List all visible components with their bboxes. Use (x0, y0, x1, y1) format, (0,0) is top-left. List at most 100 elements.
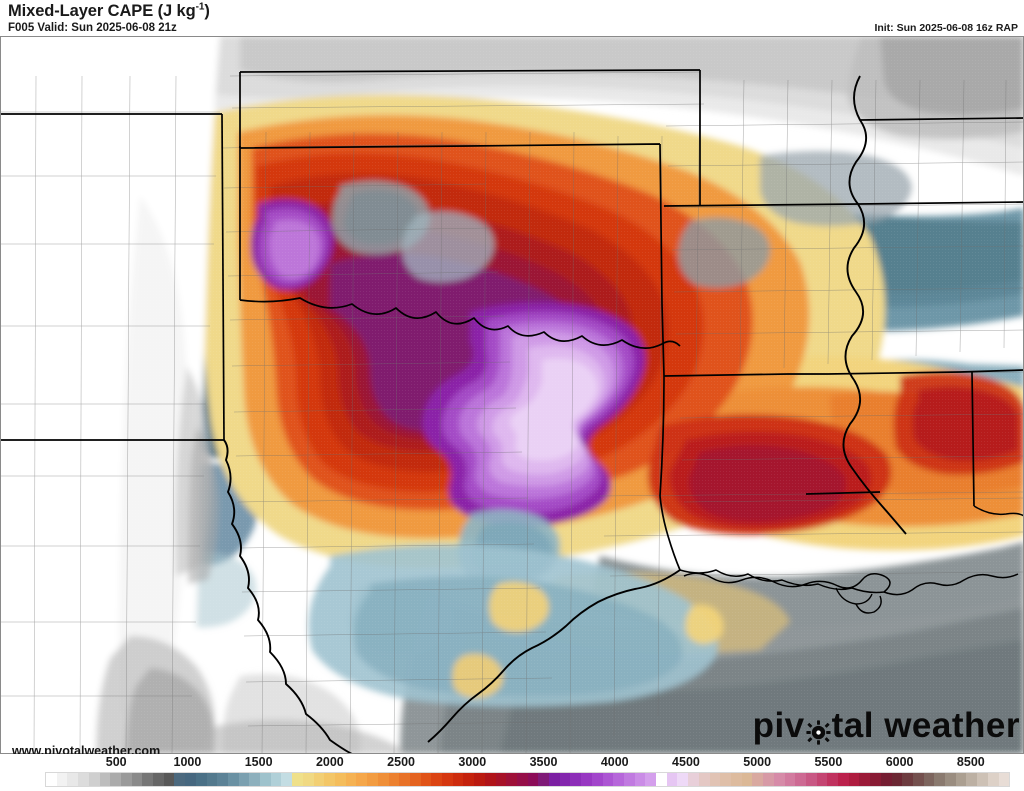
state-boundaries (0, 69, 1024, 754)
colorbar-swatch (912, 773, 924, 786)
colorbar-swatch (709, 773, 721, 786)
colorbar-swatch (409, 773, 421, 786)
colorbar-swatch (110, 773, 121, 786)
colorbar-swatch (174, 773, 186, 786)
colorbar-tick-label: 4500 (672, 755, 700, 769)
colorbar-swatch (249, 773, 261, 786)
colorbar-swatch (698, 773, 710, 786)
colorbar-swatch (945, 773, 956, 786)
colorbar-swatch (998, 773, 1009, 786)
colorbar-tick-label: 3500 (529, 755, 558, 769)
colorbar-swatch (238, 773, 250, 786)
colorbar-swatch (859, 773, 871, 786)
colorbar-swatch (313, 773, 325, 786)
colorbar-swatch-strip[interactable] (45, 772, 1010, 787)
colorbar-swatch (227, 773, 239, 786)
colorbar-swatch (474, 773, 485, 786)
colorbar-swatch (302, 773, 314, 786)
colorbar-swatch (677, 773, 689, 786)
colorbar-tick-label: 5500 (814, 755, 843, 769)
colorbar-swatch (324, 773, 335, 786)
colorbar-swatch (538, 773, 550, 786)
colorbar-swatch (56, 773, 68, 786)
weather-map-canvas[interactable] (0, 36, 1024, 754)
colorbar-swatch (356, 773, 368, 786)
colorbar-swatch (752, 773, 764, 786)
colorbar-swatch (516, 773, 528, 786)
colorbar-swatch (902, 773, 913, 786)
colorbar-swatch (656, 773, 667, 786)
colorbar-swatch (987, 773, 999, 786)
colorbar-swatch (120, 773, 132, 786)
units-exponent: -1 (195, 1, 205, 13)
pivotal-weather-logo: piv tal weather (752, 706, 1020, 745)
colorbar-swatch (367, 773, 378, 786)
colorbar-swatch (67, 773, 79, 786)
colorbar-swatch (185, 773, 196, 786)
colorbar-swatch (977, 773, 988, 786)
colorbar-swatch (934, 773, 946, 786)
colorbar-swatch (634, 773, 646, 786)
colorbar-tick-label: 8500 (956, 755, 985, 769)
colorbar-swatch (495, 773, 507, 786)
colorbar-swatch (452, 773, 464, 786)
colorbar-swatch (966, 773, 978, 786)
logo-text-part1: piv (752, 706, 805, 745)
colorbar-swatch (217, 773, 228, 786)
colorbar-swatch (399, 773, 410, 786)
colorbar-swatch (334, 773, 346, 786)
page-title-text: Mixed-Layer CAPE (J kg (8, 2, 196, 20)
county-boundaries (0, 71, 1024, 754)
colorbar-swatch (163, 773, 175, 786)
colorbar-swatch (773, 773, 785, 786)
colorbar-swatch (549, 773, 560, 786)
map-header: Mixed-Layer CAPE (J kg-1) F005 Valid: Su… (0, 0, 1024, 36)
colorbar-swatch (602, 773, 614, 786)
colorbar-tick-label: 6000 (885, 755, 914, 769)
init-time-label: Init: Sun 2025-06-08 16z RAP (874, 22, 1018, 34)
colorbar-tick-label: 1000 (173, 755, 202, 769)
colorbar-swatch (816, 773, 828, 786)
colorbar-tick-labels: 500 1000 1500 2000 2500 3000 3500 4000 4500 5000 5… (0, 754, 1024, 771)
colorbar-tick-label: 2500 (387, 755, 415, 769)
colorbar-swatch (891, 773, 903, 786)
colorbar-swatch (281, 773, 293, 786)
colorbar-swatch (377, 773, 389, 786)
colorbar-swatch (613, 773, 624, 786)
colorbar-swatch (838, 773, 849, 786)
colorbar-swatch (46, 773, 57, 786)
colorbar-swatch (527, 773, 539, 786)
colorbar-swatch (484, 773, 496, 786)
colorbar-swatch (559, 773, 571, 786)
colorbar-swatch (99, 773, 111, 786)
colorbar-swatch (345, 773, 357, 786)
logo-text-part2: tal weather (831, 706, 1020, 745)
colorbar-swatch (645, 773, 657, 786)
gear-sun-icon (806, 716, 831, 745)
colorbar-swatch (78, 773, 89, 786)
colorbar-swatch (88, 773, 100, 786)
colorbar[interactable]: 500 1000 1500 2000 2500 3000 3500 4000 4500 5000 5… (0, 754, 1024, 791)
colorbar-swatch (805, 773, 817, 786)
colorbar-swatch (431, 773, 443, 786)
colorbar-swatch (260, 773, 271, 786)
colorbar-swatch (442, 773, 453, 786)
colorbar-tick-label: 2000 (315, 755, 344, 769)
colorbar-swatch (731, 773, 742, 786)
colorbar-tick-label: 5000 (743, 755, 772, 769)
colorbar-tick-label: 500 (105, 755, 127, 769)
colorbar-swatch (131, 773, 143, 786)
colorbar-swatch (153, 773, 164, 786)
colorbar-swatch (463, 773, 475, 786)
colorbar-swatch (581, 773, 592, 786)
colorbar-swatch (292, 773, 303, 786)
colorbar-swatch (870, 773, 881, 786)
colorbar-swatch (848, 773, 860, 786)
colorbar-tick-label: 3000 (458, 755, 487, 769)
colorbar-swatch (195, 773, 207, 786)
colorbar-swatch (784, 773, 796, 786)
colorbar-tick-label: 4000 (600, 755, 629, 769)
colorbar-swatch (720, 773, 731, 786)
cape-contour-map[interactable] (0, 36, 1024, 754)
